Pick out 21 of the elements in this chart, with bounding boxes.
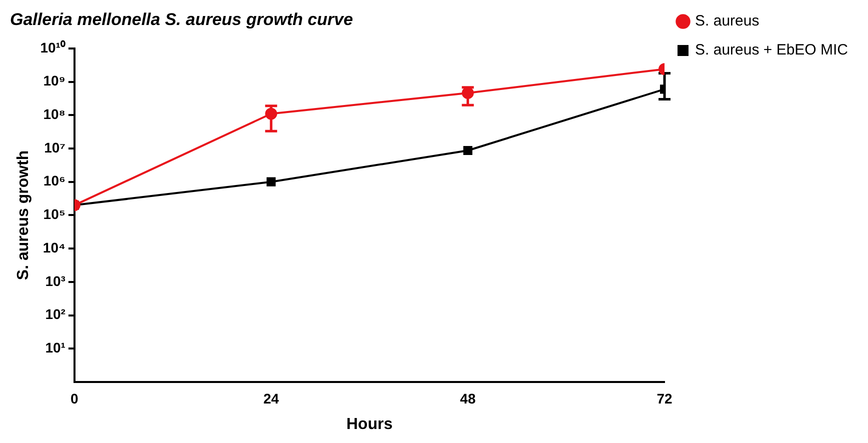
y-tick-label: 10⁹ — [43, 72, 66, 89]
y-tick-label: 10¹⁰ — [40, 39, 66, 56]
point — [463, 146, 472, 156]
legend-label: S. aureus + EbEO MIC — [695, 42, 848, 59]
y-axis-title: S. aureus growth — [15, 150, 32, 280]
y-tick-label: 10⁷ — [44, 139, 66, 156]
y-tick-label: 10² — [45, 306, 66, 322]
y-tick-label: 10⁵ — [43, 206, 66, 222]
y-tick-label: 10³ — [45, 272, 66, 289]
y-tick-label: 10⁴ — [42, 239, 66, 256]
x-tick-label: 48 — [460, 390, 476, 406]
y-tick-label: 10⁸ — [43, 106, 66, 122]
x-tick-label: 24 — [263, 390, 280, 406]
legend-label: S. aureus — [695, 12, 760, 30]
x-tick-label: 72 — [656, 390, 673, 406]
y-tick-label: 10⁶ — [43, 172, 66, 189]
chart-title: Galleria mellonella S. aureus growth curve — [10, 10, 353, 29]
y-tick-label: 10¹ — [45, 340, 66, 356]
x-axis-title: Hours — [346, 416, 393, 433]
x-tick-label: 0 — [70, 390, 79, 406]
point — [266, 177, 276, 186]
